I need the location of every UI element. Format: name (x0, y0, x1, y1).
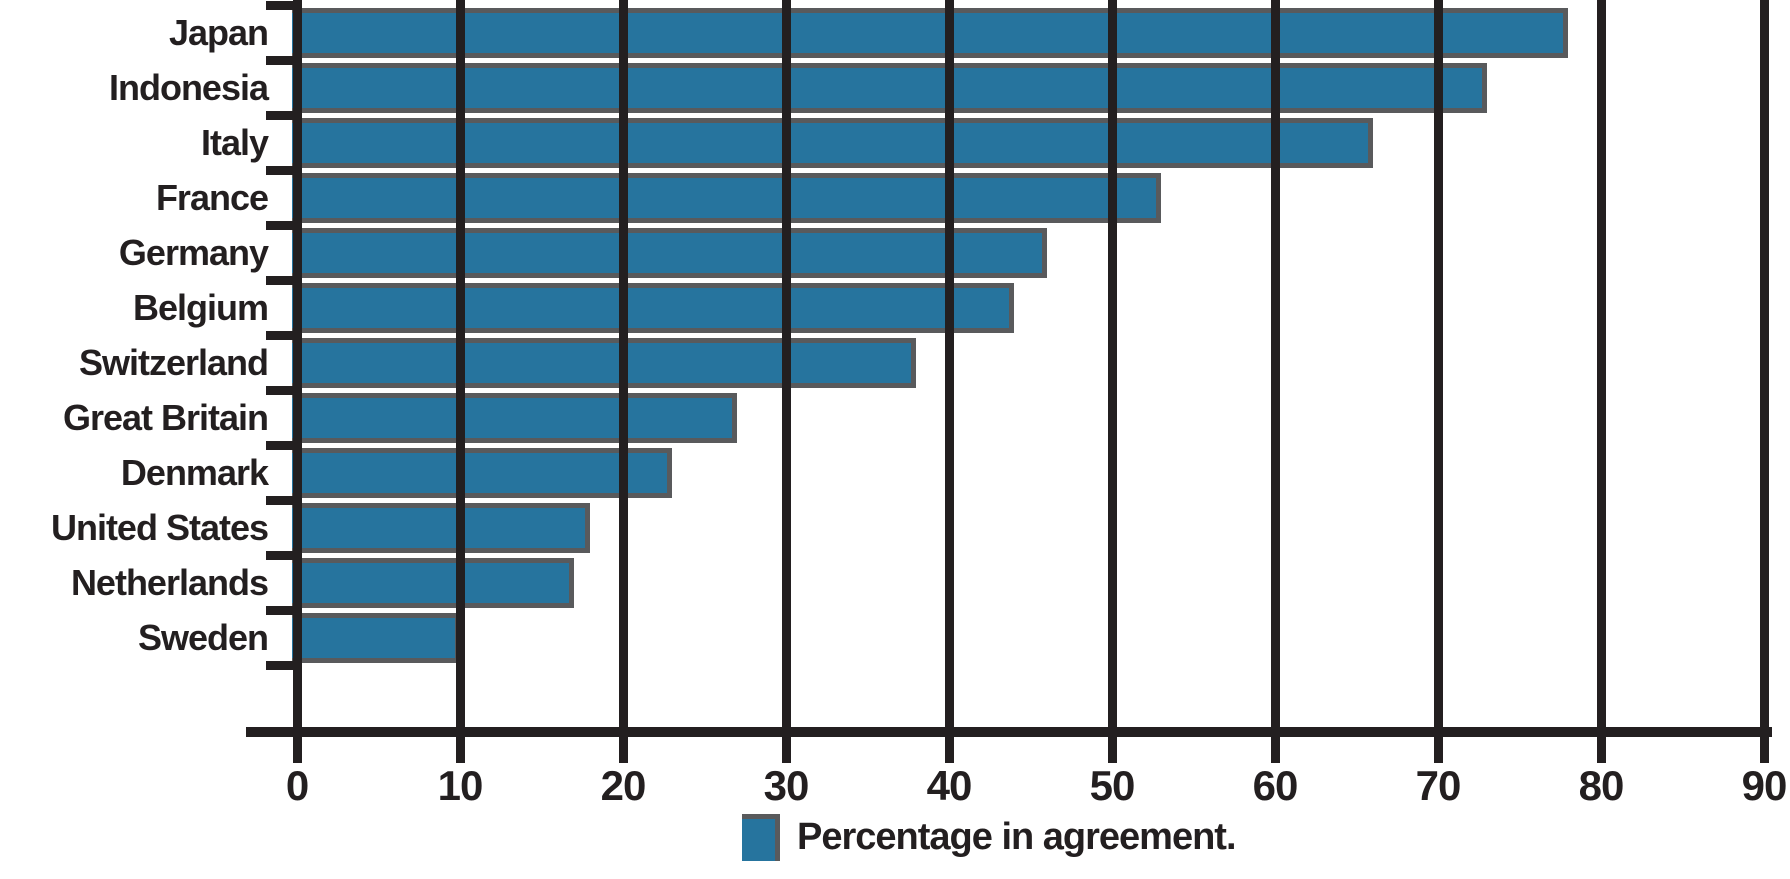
category-label: Denmark (120, 452, 269, 493)
gridline (1271, 0, 1280, 763)
category-label: Sweden (137, 617, 269, 658)
y-axis-tick (266, 386, 297, 395)
category-label: Italy (200, 122, 269, 163)
x-tick-label: 60 (1252, 762, 1299, 809)
legend-swatch (742, 814, 780, 861)
category-label: Japan (168, 12, 269, 53)
category-label: Great Britain (62, 397, 269, 438)
y-axis-tick (266, 166, 297, 175)
bar (292, 63, 1487, 113)
bar (292, 8, 1568, 58)
y-axis-tick (266, 661, 297, 670)
x-tick-label: 30 (763, 762, 810, 809)
x-tick-label: 40 (926, 762, 973, 809)
bar (292, 393, 737, 443)
gridline (619, 0, 628, 763)
gridline (1760, 0, 1769, 763)
bar (292, 118, 1373, 168)
gridline (1434, 0, 1443, 763)
y-axis-tick (266, 551, 297, 560)
category-label: Netherlands (70, 562, 269, 603)
y-axis-tick (266, 1, 297, 10)
bar (292, 283, 1014, 333)
x-tick-label: 0 (285, 762, 309, 809)
category-label: United States (50, 507, 269, 548)
bar (292, 173, 1161, 223)
y-axis-tick (266, 111, 297, 120)
x-axis-line (246, 727, 1772, 737)
gridline (1597, 0, 1606, 763)
x-tick-label: 50 (1089, 762, 1136, 809)
y-axis-tick (266, 441, 297, 450)
legend-label: Percentage in agreement. (797, 816, 1237, 858)
gridline (782, 0, 791, 763)
x-tick-label: 80 (1578, 762, 1625, 809)
bar (292, 448, 672, 498)
bar (292, 613, 460, 663)
gridline (1108, 0, 1117, 763)
y-axis-tick (266, 221, 297, 230)
x-tick-label: 90 (1741, 762, 1788, 809)
y-axis-tick (266, 331, 297, 340)
x-tick-label: 70 (1415, 762, 1462, 809)
y-axis-tick (266, 56, 297, 65)
y-axis-tick (266, 496, 297, 505)
category-label: Indonesia (108, 67, 269, 108)
gridline (945, 0, 954, 763)
category-label: Germany (118, 232, 269, 273)
x-tick-label: 20 (600, 762, 647, 809)
bar (292, 228, 1047, 278)
x-tick-label: 10 (437, 762, 484, 809)
gridline (456, 0, 465, 763)
y-axis-line (293, 0, 302, 763)
category-label: Switzerland (78, 342, 269, 383)
y-axis-tick (266, 606, 297, 615)
legend: Percentage in agreement. (742, 814, 1237, 861)
category-label: France (155, 177, 269, 218)
y-axis-tick (266, 276, 297, 285)
bar (292, 503, 590, 553)
bar (292, 558, 574, 608)
category-label: Belgium (132, 287, 269, 328)
bar (292, 338, 916, 388)
